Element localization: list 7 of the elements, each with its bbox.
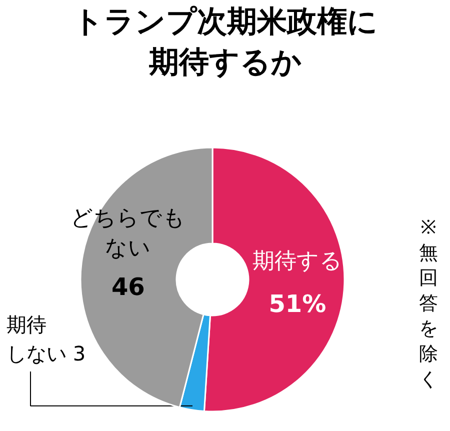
slice-label: どちらでもない <box>70 206 186 261</box>
slice-label: 期待する <box>252 249 342 274</box>
chart-title: トランプ次期米政権に期待するか <box>73 4 378 80</box>
slice-label: 期待しない 3 <box>6 312 86 366</box>
data-label: 46 <box>111 272 145 301</box>
data-label: 51% <box>268 290 326 318</box>
text: ※無回答を除く <box>419 216 438 390</box>
